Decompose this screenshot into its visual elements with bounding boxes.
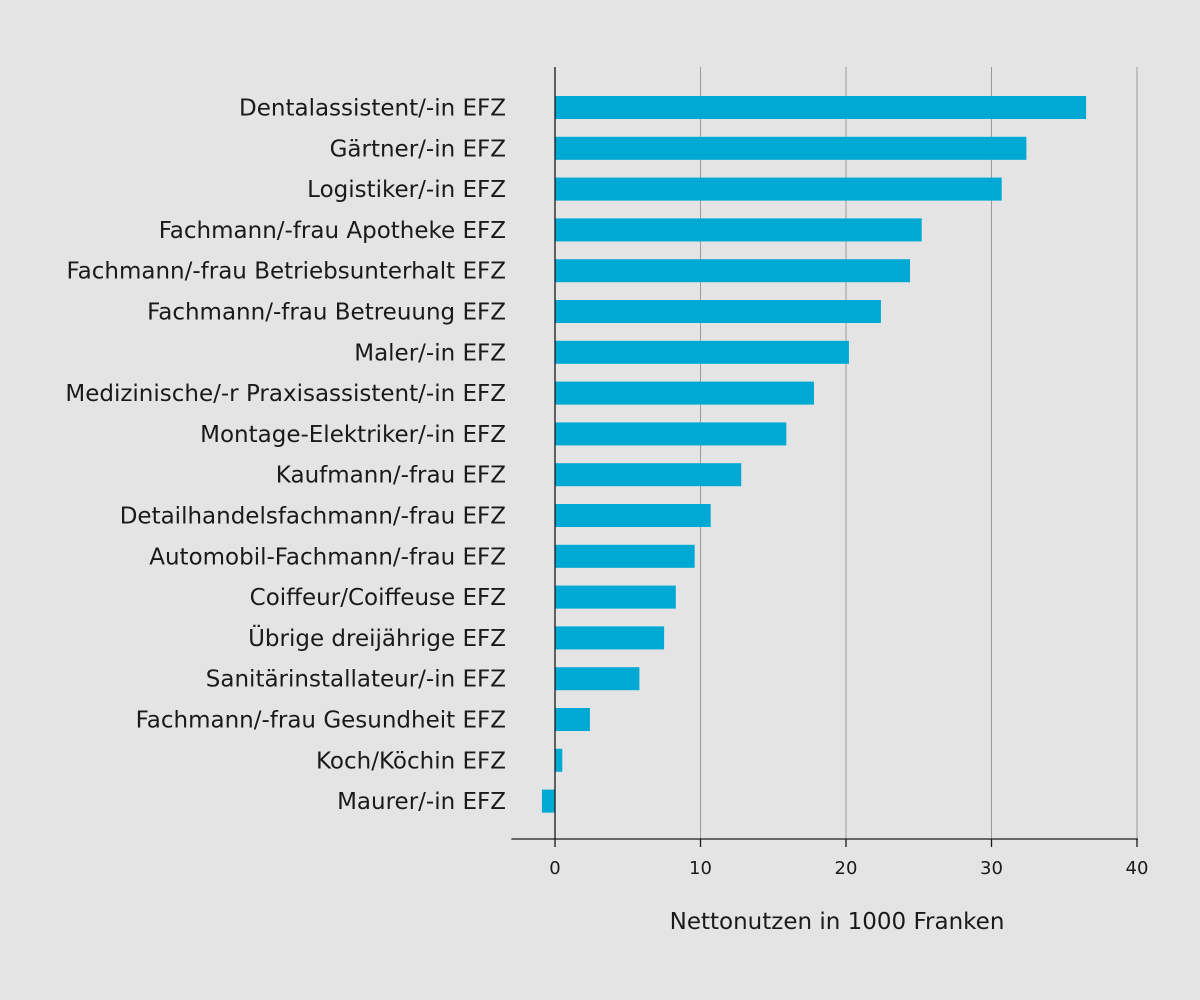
bar-4	[555, 259, 911, 283]
category-label-14: Sanitärinstallateur/-in EFZ	[206, 667, 506, 693]
category-label-9: Kaufmann/-frau EFZ	[276, 463, 506, 489]
category-label-16: Koch/Köchin EFZ	[316, 748, 506, 774]
bars-layer	[541, 96, 1087, 813]
bar-6	[555, 340, 849, 364]
category-label-0: Dentalassistent/-in EFZ	[239, 96, 506, 122]
bar-5	[555, 300, 881, 323]
bar-16	[555, 748, 563, 772]
bar-12	[555, 585, 676, 609]
category-label-3: Fachmann/-frau Apotheke EFZ	[159, 218, 506, 244]
bar-10	[555, 504, 711, 527]
bar-2	[555, 177, 1002, 201]
bar-1	[555, 136, 1027, 160]
category-label-10: Detailhandelsfachmann/-frau EFZ	[120, 504, 506, 530]
category-label-11: Automobil-Fachmann/-frau EFZ	[149, 544, 506, 570]
category-label-15: Fachmann/-frau Gesundheit EFZ	[136, 708, 506, 734]
bar-14	[555, 667, 640, 691]
category-label-4: Fachmann/-frau Betriebsunterhalt EFZ	[67, 259, 506, 285]
bar-7	[555, 381, 814, 405]
category-label-13: Übrige dreijährige EFZ	[248, 624, 506, 652]
bar-0	[555, 96, 1087, 119]
x-tick-label-40: 40	[1126, 858, 1149, 879]
x-tick-label-0: 0	[549, 858, 560, 879]
bar-13	[555, 626, 665, 650]
bar-15	[555, 708, 590, 731]
category-label-1: Gärtner/-in EFZ	[330, 136, 506, 162]
x-axis: 0 10 20 30 40	[511, 67, 1148, 879]
category-label-6: Maler/-in EFZ	[354, 340, 506, 366]
category-labels: Dentalassistent/-in EFZ Gärtner/-in EFZ Lo…	[65, 96, 506, 816]
bar-11	[555, 544, 695, 568]
x-tick-label-20: 20	[835, 858, 858, 879]
category-label-8: Montage-Elektriker/-in EFZ	[200, 422, 506, 448]
x-tick-label-30: 30	[980, 858, 1003, 879]
x-axis-title: Nettonutzen in 1000 Franken	[670, 909, 1005, 935]
category-label-17: Maurer/-in EFZ	[337, 789, 506, 815]
category-label-12: Coiffeur/Coiffeuse EFZ	[250, 585, 506, 611]
x-tick-label-10: 10	[689, 858, 712, 879]
bar-8	[555, 422, 787, 446]
category-label-2: Logistiker/-in EFZ	[307, 177, 506, 203]
bar-9	[555, 463, 742, 487]
category-label-5: Fachmann/-frau Betreuung EFZ	[147, 300, 506, 326]
category-label-7: Medizinische/-r Praxisassistent/-in EFZ	[65, 381, 506, 407]
bar-3	[555, 218, 922, 242]
bar-17	[541, 789, 555, 813]
